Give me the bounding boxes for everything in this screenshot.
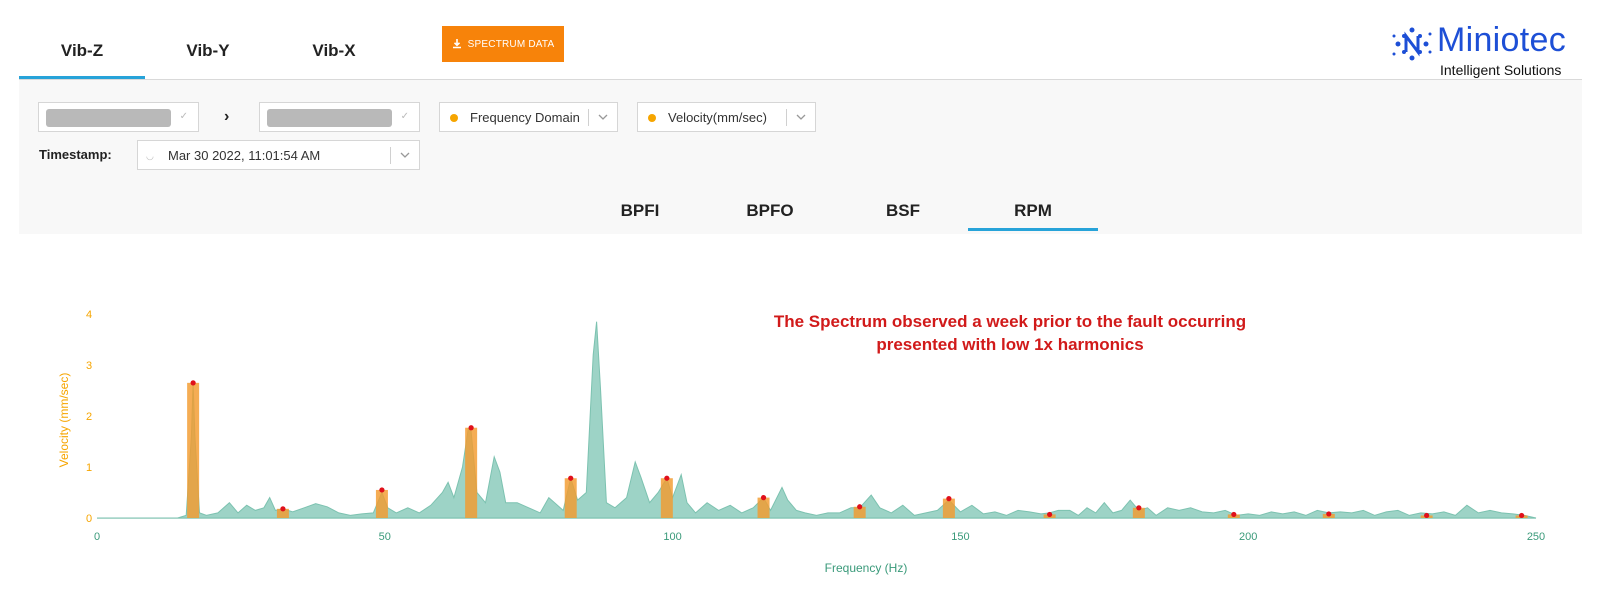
y-tick-label: 4 <box>86 309 92 321</box>
download-icon <box>452 39 461 49</box>
spectrum-chart: Velocity (mm/sec) Frequency (Hz) 0 50 100 1… <box>34 232 1582 604</box>
status-dot-icon <box>450 114 458 122</box>
company-logo: Miniotec Intelligent Solutions <box>1392 21 1582 80</box>
x-tick-label: 250 <box>1527 531 1545 543</box>
harmonic-marker-bar <box>564 478 577 518</box>
download-button-label: SPECTRUM DATA <box>467 38 555 50</box>
harmonic-marker-dot <box>1136 505 1142 511</box>
calendar-icon: ◡ <box>146 151 154 161</box>
spectrum-chart-svg: Velocity (mm/sec) Frequency (Hz) 0 50 100 1… <box>57 309 1545 575</box>
tab-vib-y[interactable]: Vib-Y <box>186 41 230 60</box>
x-axis-label: Frequency (Hz) <box>825 561 908 575</box>
chevron-down-icon[interactable] <box>596 110 610 124</box>
axis-tab-bar: Vib-Z Vib-Y Vib-X SPECTRUM DATA <box>19 24 1582 80</box>
y-tick-label: 0 <box>86 513 92 525</box>
chevron-down-icon[interactable] <box>794 110 808 124</box>
domain-select-value: Frequency Domain <box>470 110 580 125</box>
harmonic-marker-bar <box>757 497 770 518</box>
harmonic-marker-dot <box>468 425 474 431</box>
y-tick-label: 1 <box>86 462 92 474</box>
tab-bpfi[interactable]: BPFI <box>620 201 660 220</box>
harmonic-marker-bar <box>660 478 673 518</box>
timestamp-select[interactable]: ◡ Mar 30 2022, 11:01:54 AM <box>137 140 420 170</box>
tab-vib-z[interactable]: Vib-Z <box>19 24 145 79</box>
filter-panel: ✓ › ✓ Frequency Domain Velocity(mm/sec) … <box>19 80 1582 234</box>
redacted-value <box>267 109 392 127</box>
select-divider <box>390 147 391 164</box>
annotation-line-1: The Spectrum observed a week prior to th… <box>773 312 1247 331</box>
x-tick-label: 200 <box>1239 531 1257 543</box>
check-icon: ✓ <box>179 111 188 122</box>
x-tick-label: 0 <box>94 531 100 543</box>
x-tick-label: 150 <box>951 531 969 543</box>
logo-mark-icon <box>1392 27 1432 61</box>
spectrum-data-download-button[interactable]: SPECTRUM DATA <box>442 26 564 62</box>
chart-annotation: The Spectrum observed a week prior to th… <box>745 310 1275 356</box>
y-axis-label: Velocity (mm/sec) <box>57 373 71 468</box>
harmonic-marker-dot <box>379 487 385 493</box>
chevron-down-icon[interactable] <box>398 148 412 162</box>
harmonic-marker-bar <box>276 508 289 518</box>
harmonic-marker-dot <box>1231 511 1237 518</box>
timestamp-label: Timestamp: <box>39 147 112 162</box>
harmonic-marker-dot <box>1519 512 1525 519</box>
logo-name: Miniotec <box>1437 21 1567 59</box>
harmonic-marker-bar <box>465 427 478 518</box>
harmonic-marker-bar <box>942 498 955 518</box>
harmonic-marker-dot <box>190 380 196 386</box>
check-icon: ✓ <box>400 111 409 122</box>
select-divider <box>588 109 589 126</box>
tab-bpfo[interactable]: BPFO <box>746 201 794 220</box>
breadcrumb-separator: › <box>224 108 230 125</box>
harmonic-marker-dot <box>946 496 952 502</box>
select-divider <box>786 109 787 126</box>
x-tick-label: 50 <box>379 531 391 543</box>
annotation-line-2: presented with low 1x harmonics <box>876 335 1144 354</box>
unit-select-value: Velocity(mm/sec) <box>668 110 767 125</box>
unit-select[interactable]: Velocity(mm/sec) <box>637 102 816 132</box>
harmonic-marker-dot <box>664 475 670 481</box>
status-dot-icon <box>648 114 656 122</box>
asset-select[interactable]: ✓ <box>38 102 199 132</box>
harmonic-marker-dot <box>1424 512 1430 519</box>
harmonic-marker-dot <box>1047 511 1053 518</box>
harmonic-marker-dot <box>280 506 286 512</box>
tab-bsf[interactable]: BSF <box>886 201 920 220</box>
harmonic-marker-dot <box>1326 511 1332 517</box>
y-tick-label: 2 <box>86 411 92 423</box>
harmonic-marker-dot <box>760 495 767 501</box>
harmonic-marker-bar <box>1132 507 1145 518</box>
x-tick-label: 100 <box>663 531 681 543</box>
y-tick-label: 3 <box>86 360 92 372</box>
sensor-select[interactable]: ✓ <box>259 102 420 132</box>
harmonic-marker-dot <box>568 475 574 481</box>
harmonic-marker-bar <box>187 382 200 518</box>
harmonic-marker-bar <box>375 489 388 518</box>
tab-rpm[interactable]: RPM <box>968 193 1098 231</box>
domain-select[interactable]: Frequency Domain <box>439 102 618 132</box>
harmonic-marker-dot <box>857 504 863 510</box>
timestamp-value: Mar 30 2022, 11:01:54 AM <box>168 148 321 163</box>
plot-area: 0 50 100 150 200 250 0 1 2 3 4 <box>86 309 1545 543</box>
redacted-value <box>46 109 171 127</box>
harmonic-marker-bar <box>853 506 866 518</box>
logo-tagline: Intelligent Solutions <box>1440 62 1562 78</box>
tab-vib-x[interactable]: Vib-X <box>312 41 356 60</box>
